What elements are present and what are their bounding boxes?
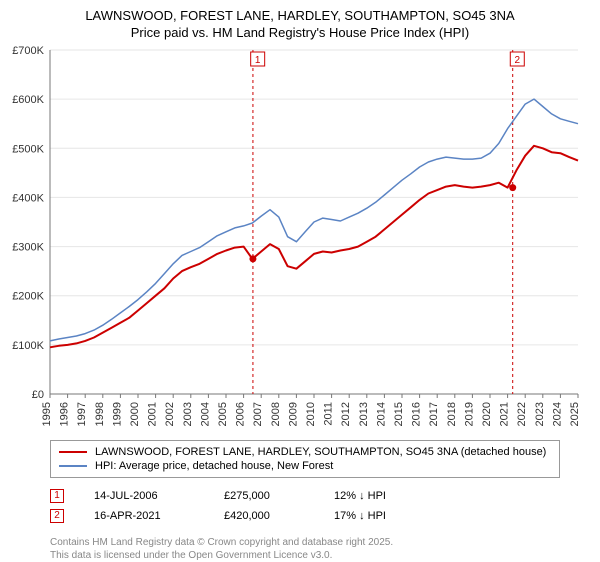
svg-text:2016: 2016: [411, 402, 423, 426]
svg-text:2025: 2025: [569, 402, 581, 426]
svg-text:1: 1: [255, 55, 261, 66]
marker-row: 1 14-JUL-2006 £275,000 12% ↓ HPI: [50, 486, 560, 506]
svg-text:2002: 2002: [164, 402, 176, 426]
footer: Contains HM Land Registry data © Crown c…: [50, 536, 560, 562]
legend-swatch: [59, 451, 87, 453]
svg-text:2017: 2017: [428, 402, 440, 426]
svg-text:2005: 2005: [217, 402, 229, 426]
line-chart: £0 £100K £200K £300K £400K £500K £600K £700K 199…: [0, 44, 600, 434]
svg-text:£300K: £300K: [12, 241, 44, 253]
footer-copyright: Contains HM Land Registry data © Crown c…: [50, 536, 560, 549]
svg-text:2001: 2001: [147, 402, 159, 426]
svg-text:2004: 2004: [199, 402, 211, 426]
svg-text:2022: 2022: [516, 402, 528, 426]
svg-text:2015: 2015: [393, 402, 405, 426]
svg-text:2007: 2007: [252, 402, 264, 426]
svg-text:£200K: £200K: [12, 291, 44, 303]
svg-text:2011: 2011: [323, 402, 335, 426]
svg-text:2003: 2003: [182, 402, 194, 426]
svg-text:2000: 2000: [129, 402, 141, 426]
chart-subtitle: Price paid vs. HM Land Registry's House …: [0, 25, 600, 40]
marker-date: 16-APR-2021: [94, 510, 194, 522]
svg-text:£600K: £600K: [12, 94, 44, 106]
svg-text:£100K: £100K: [12, 340, 44, 352]
legend-item: LAWNSWOOD, FOREST LANE, HARDLEY, SOUTHAM…: [59, 445, 551, 459]
marker-price: £420,000: [224, 510, 304, 522]
legend: LAWNSWOOD, FOREST LANE, HARDLEY, SOUTHAM…: [50, 440, 560, 478]
marker-row: 2 16-APR-2021 £420,000 17% ↓ HPI: [50, 506, 560, 526]
svg-text:2012: 2012: [340, 402, 352, 426]
svg-text:£0: £0: [32, 389, 44, 401]
legend-label: LAWNSWOOD, FOREST LANE, HARDLEY, SOUTHAM…: [95, 446, 546, 458]
svg-text:2013: 2013: [358, 402, 370, 426]
svg-text:£400K: £400K: [12, 192, 44, 204]
marker-price: £275,000: [224, 490, 304, 502]
marker-number-box: 1: [50, 489, 64, 503]
svg-text:2023: 2023: [534, 402, 546, 426]
marker-note: 17% ↓ HPI: [334, 510, 386, 522]
svg-text:1999: 1999: [111, 402, 123, 426]
svg-text:£500K: £500K: [12, 143, 44, 155]
svg-text:1997: 1997: [76, 402, 88, 426]
svg-text:2018: 2018: [446, 402, 458, 426]
title-block: LAWNSWOOD, FOREST LANE, HARDLEY, SOUTHAM…: [0, 0, 600, 44]
legend-swatch: [59, 465, 87, 467]
svg-text:1998: 1998: [94, 402, 106, 426]
svg-text:2020: 2020: [481, 402, 493, 426]
svg-text:2014: 2014: [375, 402, 387, 426]
svg-text:2024: 2024: [551, 402, 563, 426]
svg-text:2021: 2021: [499, 402, 511, 426]
svg-text:2019: 2019: [463, 402, 475, 426]
chart-title: LAWNSWOOD, FOREST LANE, HARDLEY, SOUTHAM…: [0, 8, 600, 25]
chart-container: LAWNSWOOD, FOREST LANE, HARDLEY, SOUTHAM…: [0, 0, 600, 560]
marker-note: 12% ↓ HPI: [334, 490, 386, 502]
svg-text:2009: 2009: [287, 402, 299, 426]
svg-text:2: 2: [514, 55, 520, 66]
legend-label: HPI: Average price, detached house, New …: [95, 460, 333, 472]
svg-text:2010: 2010: [305, 402, 317, 426]
marker-number-box: 2: [50, 509, 64, 523]
svg-text:2006: 2006: [235, 402, 247, 426]
svg-text:1996: 1996: [59, 402, 71, 426]
svg-text:1995: 1995: [41, 402, 53, 426]
chart-area: £0 £100K £200K £300K £400K £500K £600K £700K 199…: [0, 44, 600, 434]
marker-date: 14-JUL-2006: [94, 490, 194, 502]
legend-item: HPI: Average price, detached house, New …: [59, 459, 551, 473]
svg-text:£700K: £700K: [12, 45, 44, 57]
svg-text:2008: 2008: [270, 402, 282, 426]
marker-table: 1 14-JUL-2006 £275,000 12% ↓ HPI 2 16-APR-202…: [50, 486, 560, 526]
